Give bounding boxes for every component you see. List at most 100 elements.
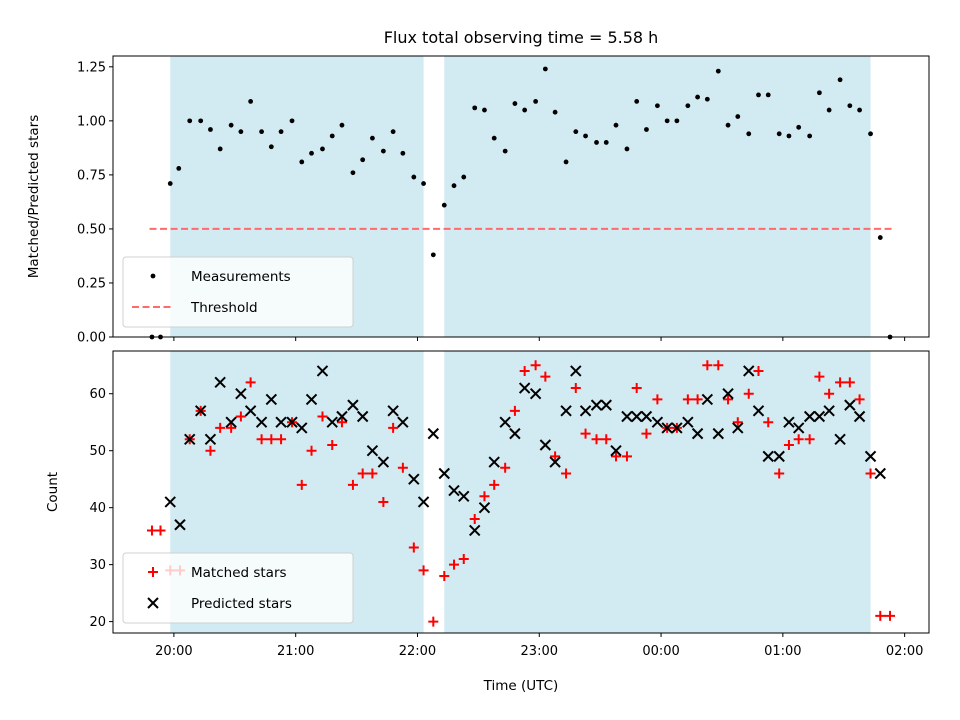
measurement-point	[603, 140, 609, 145]
predicted-star-point	[792, 422, 805, 434]
ratio-legend: Measurements Threshold	[122, 256, 354, 328]
matched-star-point	[591, 434, 602, 445]
matched-star-point	[601, 434, 612, 445]
measurement-point	[472, 105, 478, 111]
predicted-star-point	[184, 433, 196, 446]
predicted-star-point	[762, 450, 774, 463]
measurement-point	[176, 166, 182, 171]
matched-star-point	[336, 417, 347, 428]
predicted-star-point	[722, 388, 734, 400]
predicted-star-point	[387, 405, 399, 417]
measurement-point	[796, 124, 802, 130]
x-tick-label: 01:00	[764, 644, 801, 659]
y-tick-label: 0.25	[77, 276, 106, 291]
matched-star-point	[418, 565, 429, 576]
predicted-star-point	[621, 410, 633, 423]
ratio-axes-frame	[112, 55, 930, 338]
matched-star-point	[357, 468, 368, 479]
y-tick-label: 20	[89, 615, 106, 630]
predicted-star-point	[783, 416, 795, 428]
matched-star-point	[641, 428, 652, 439]
predicted-star-point	[813, 410, 826, 423]
count-axes-frame	[112, 350, 930, 634]
ratio-panel: 0.00 0.25 0.50 0.75 1.00 1.25 Matched/Predict…	[26, 55, 930, 346]
predicted-star-point	[743, 365, 755, 377]
matched-star-point	[682, 394, 693, 405]
measurement-point	[512, 101, 518, 106]
matched-star-point	[763, 417, 774, 428]
predicted-star-point	[458, 490, 470, 502]
matched-star-point	[652, 394, 663, 405]
measurement-point	[735, 114, 741, 119]
measurement-point	[573, 129, 579, 135]
legend-label: Threshold	[190, 300, 258, 316]
chart-title: Flux total observing time = 5.58 h	[384, 28, 659, 47]
measurement-point	[268, 144, 274, 150]
predicted-star-point	[347, 399, 359, 411]
predicted-star-point	[417, 496, 430, 508]
measurement-point	[289, 118, 295, 124]
matched-star-point	[540, 371, 551, 382]
measurement-point	[259, 129, 264, 135]
y-tick-label: 60	[89, 387, 106, 402]
predicted-star-point	[874, 467, 886, 480]
measurement-point	[430, 252, 436, 258]
predicted-star-point	[326, 416, 338, 428]
matched-star-point	[631, 383, 642, 394]
measurement-point	[807, 133, 813, 139]
matched-star-point	[327, 440, 338, 450]
measurement-point	[522, 107, 528, 113]
predicted-star-point	[539, 439, 552, 451]
measurement-point	[685, 103, 691, 109]
matched-star-point	[519, 365, 530, 376]
matched-star-point	[875, 610, 886, 621]
measurement-point	[187, 118, 193, 124]
legend-swatch	[150, 273, 156, 279]
x-tick-label: 23:00	[521, 644, 558, 659]
predicted-star-point	[752, 405, 765, 417]
matched-star-point	[561, 468, 572, 479]
matched-star-point	[702, 360, 713, 371]
matched-star-point	[804, 434, 815, 445]
matched-star-point	[580, 428, 591, 439]
predicted-star-point	[499, 416, 511, 428]
predicted-star-point	[651, 416, 664, 428]
measurement-point	[491, 135, 497, 141]
legend-label: Matched stars	[191, 565, 287, 581]
measurement-point	[826, 107, 832, 113]
measurement-point	[746, 131, 752, 137]
measurement-point	[776, 131, 782, 137]
measurement-point	[877, 235, 883, 240]
predicted-star-point	[204, 433, 217, 446]
predicted-star-point	[671, 422, 683, 434]
matched-star-point	[245, 377, 256, 388]
measurement-point	[624, 146, 630, 152]
matched-star-point	[428, 616, 439, 627]
predicted-star-point	[469, 524, 481, 537]
matched-star-point	[489, 479, 500, 490]
measurement-marks	[149, 66, 893, 340]
measurement-point	[563, 159, 569, 165]
matched-star-point	[723, 394, 734, 405]
measurement-point	[299, 159, 305, 165]
matched-star-point	[146, 525, 157, 536]
predicted-star-point	[174, 519, 186, 531]
ratio-ticks: 0.00 0.25 0.50 0.75 1.00 1.25	[77, 60, 906, 346]
y-tick-label: 40	[89, 501, 106, 516]
measurement-point	[816, 90, 822, 96]
predicted-star-point	[661, 422, 673, 434]
measurement-point	[411, 174, 417, 180]
measurement-point	[320, 146, 325, 152]
matched-star-point	[458, 553, 469, 564]
predicted-star-point	[448, 484, 460, 497]
count-marks	[146, 360, 896, 627]
matched-star-point	[449, 559, 460, 570]
predicted-star-point	[834, 433, 846, 446]
matched-star-point	[732, 417, 743, 428]
predicted-star-point	[590, 399, 603, 411]
predicted-star-point	[823, 405, 835, 417]
legend-swatch	[148, 567, 158, 577]
measurement-point	[655, 103, 660, 109]
matched-star-point	[844, 377, 855, 388]
